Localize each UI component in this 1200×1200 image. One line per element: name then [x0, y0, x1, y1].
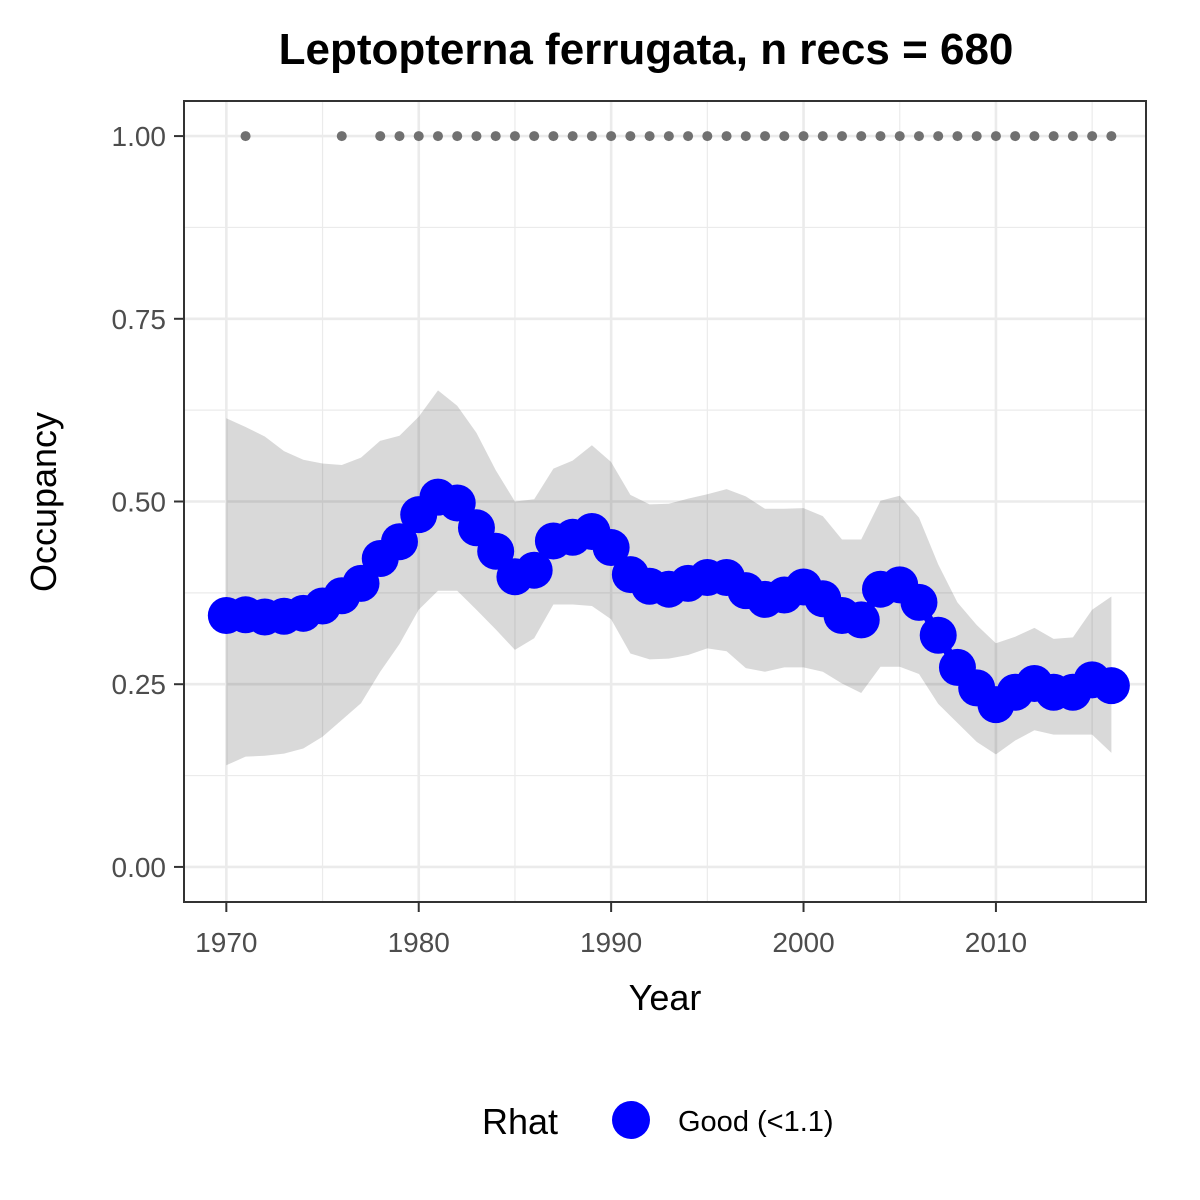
record-year-point	[913, 131, 924, 142]
x-tick-label: 1980	[388, 927, 450, 958]
series-point	[842, 601, 880, 639]
record-year-point	[798, 131, 809, 142]
record-year-point	[452, 131, 463, 142]
record-year-point	[509, 131, 520, 142]
record-year-point	[875, 131, 886, 142]
record-year-point	[894, 131, 905, 142]
record-year-point	[394, 131, 405, 142]
y-axis-title: Occupancy	[23, 412, 64, 592]
record-year-point	[683, 131, 694, 142]
record-year-point	[529, 131, 540, 142]
record-year-point	[1067, 131, 1078, 142]
record-year-point	[952, 131, 963, 142]
record-year-point	[1029, 131, 1040, 142]
series-point	[900, 583, 938, 621]
y-axis: 0.00 0.25 0.50 0.75 1.00	[112, 121, 184, 883]
record-year-point	[1087, 131, 1098, 142]
record-year-point	[471, 131, 482, 142]
x-axis: 1970 1980 1990 2000 2010	[195, 902, 1027, 958]
record-year-point	[567, 131, 578, 142]
legend-title: Rhat	[482, 1101, 558, 1142]
record-year-point	[644, 131, 655, 142]
record-year-point	[625, 131, 636, 142]
y-tick-label: 0.75	[112, 304, 167, 335]
record-year-point	[663, 131, 674, 142]
series-point	[380, 523, 418, 561]
record-year-point	[606, 131, 617, 142]
record-year-point	[413, 131, 424, 142]
record-year-point	[548, 131, 559, 142]
record-year-point	[856, 131, 867, 142]
x-tick-label: 2000	[772, 927, 834, 958]
series-point	[515, 551, 553, 589]
record-year-point	[817, 131, 828, 142]
record-year-point	[240, 131, 251, 142]
y-tick-label: 1.00	[112, 121, 167, 152]
record-year-point	[1010, 131, 1021, 142]
record-year-point	[432, 131, 443, 142]
record-year-point	[933, 131, 944, 142]
record-year-point	[1106, 131, 1117, 142]
record-year-point	[760, 131, 771, 142]
record-year-point	[779, 131, 790, 142]
y-tick-label: 0.00	[112, 852, 167, 883]
record-year-point	[336, 131, 347, 142]
record-year-point	[490, 131, 501, 142]
x-tick-label: 1990	[580, 927, 642, 958]
series-point	[592, 529, 630, 567]
occupancy-series	[207, 478, 1130, 724]
x-axis-title: Year	[629, 977, 702, 1018]
series-point	[342, 564, 380, 602]
record-year-markers	[240, 131, 1117, 142]
series-point	[477, 532, 515, 570]
record-year-point	[990, 131, 1001, 142]
series-point	[438, 484, 476, 522]
record-year-point	[740, 131, 751, 142]
record-year-point	[971, 131, 982, 142]
legend-label-good: Good (<1.1)	[678, 1106, 834, 1138]
record-year-point	[837, 131, 848, 142]
series-point	[1092, 667, 1130, 705]
record-year-point	[375, 131, 386, 142]
record-year-point	[586, 131, 597, 142]
record-year-point	[721, 131, 732, 142]
series-point	[919, 616, 957, 654]
x-tick-label: 1970	[195, 927, 257, 958]
legend-key-good	[612, 1101, 650, 1139]
record-year-point	[702, 131, 713, 142]
y-tick-label: 0.25	[112, 669, 167, 700]
record-year-point	[1048, 131, 1059, 142]
legend: Rhat Good (<1.1)	[482, 1101, 834, 1142]
x-tick-label: 2010	[965, 927, 1027, 958]
chart-title: Leptopterna ferrugata, n recs = 680	[279, 25, 1014, 74]
y-tick-label: 0.50	[112, 487, 167, 518]
